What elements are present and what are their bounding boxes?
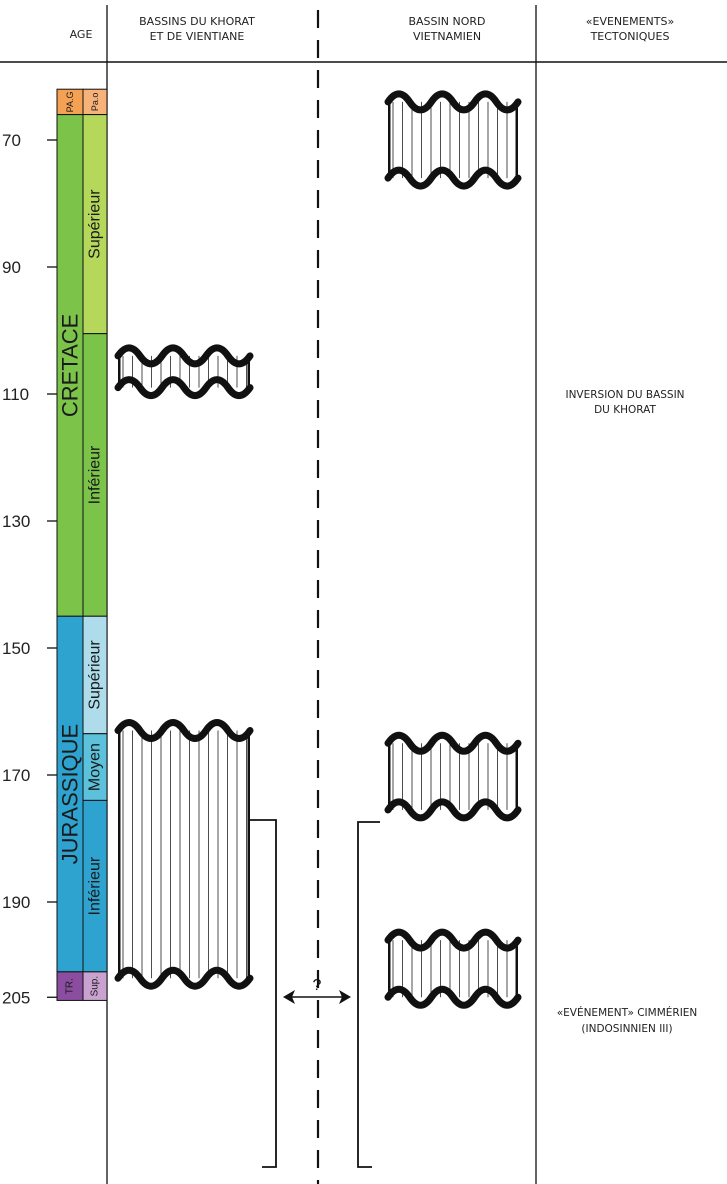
- unconformity-bottom: [114, 966, 254, 990]
- period-column: PA.G CRETACE JURASSIQUE TR.: [56, 88, 84, 1001]
- period-label: TR.: [65, 978, 76, 994]
- epoch-label: Sup.: [90, 976, 101, 997]
- epoch-label: Supérieur: [87, 189, 104, 259]
- event-inversion-line1: INVERSION DU BASSIN: [565, 389, 684, 401]
- event-inversion-line2: DU KHORAT: [594, 404, 656, 416]
- nord-gap-upper-cretaceous-unconformity: [384, 90, 522, 190]
- age-tick-label: 205: [2, 988, 30, 1007]
- epoch-band: [82, 88, 108, 116]
- unconformity-top: [114, 344, 254, 368]
- age-tick-label: 170: [2, 766, 30, 785]
- epoch-label: Moyen: [87, 743, 104, 791]
- epoch-column: Pa.o Supérieur Inférieur Supérieur Moyen Infé…: [82, 88, 108, 1001]
- gap-right-edge: [247, 730, 250, 979]
- header-khorat-line2: ET DE VIENTIANE: [150, 30, 245, 43]
- header-events-line2: TECTONIQUES: [590, 30, 670, 43]
- period-label: PA.G: [65, 91, 75, 112]
- khorat-gap-jurassic-unconformity: [114, 719, 254, 990]
- epoch-band: [82, 333, 108, 617]
- age-tick-label: 190: [2, 893, 30, 912]
- nord-gap-middle-jurassic-unconformity: [384, 731, 522, 822]
- unconformity-top: [114, 719, 254, 742]
- correlation-arrowhead-right: [339, 990, 351, 1004]
- gap-right-edge: [247, 355, 250, 388]
- age-tick-label: 110: [2, 385, 29, 404]
- khorat-correlation-bracket: [250, 819, 277, 1168]
- header-events-line1: «EVENEMENTS»: [586, 15, 674, 28]
- khorat-gap-cretaceous-unconformity: [114, 344, 254, 400]
- epoch-label: Inférieur: [87, 856, 104, 915]
- epoch-band: [82, 114, 108, 335]
- age-tick-label: 90: [2, 258, 21, 277]
- unconformity-top: [384, 928, 522, 952]
- header-khorat-line1: BASSINS DU KHORAT: [139, 15, 255, 28]
- gap-left-edge: [388, 101, 391, 179]
- header-nord-line1: BASSIN NORD: [408, 15, 485, 28]
- unconformity-top: [384, 731, 522, 755]
- khorat-gap-cretaceous: [118, 355, 250, 388]
- event-cimmerien-line2: (INDOSINNIEN III): [581, 1023, 672, 1035]
- age-tick-label: 150: [2, 639, 30, 658]
- epoch-label: Supérieur: [87, 640, 104, 710]
- epoch-band: [82, 799, 108, 973]
- unconformity-bottom: [114, 376, 254, 400]
- age-tick-label: 130: [2, 512, 30, 531]
- period-label: CRETACE: [58, 314, 83, 418]
- gap-left-edge: [118, 355, 121, 388]
- uncertain-marker: ?: [313, 977, 322, 994]
- unconformity-bottom: [384, 166, 522, 190]
- epoch-band: [82, 971, 108, 1001]
- period-band: [56, 971, 84, 1001]
- unconformity-bottom: [384, 798, 522, 822]
- gap-right-edge: [515, 743, 518, 810]
- gap-left-edge: [118, 730, 121, 979]
- period-label: JURASSIQUE: [58, 724, 83, 865]
- epoch-band: [82, 615, 108, 735]
- epoch-label: Pa.o: [90, 93, 100, 112]
- nord-correlation-bracket: [357, 821, 380, 1168]
- unconformity-bottom: [384, 985, 522, 1009]
- gap-left-edge: [388, 940, 391, 998]
- correlation-arrowhead-left: [283, 990, 295, 1004]
- gap-right-edge: [515, 940, 518, 998]
- age-tick-label: 70: [2, 131, 21, 150]
- event-cimmerien-line1: «EVÉNEMENT» CIMMÉRIEN: [557, 1006, 698, 1019]
- age-axis: 70 90 110 130 150 170 190 205: [2, 131, 57, 1007]
- gap-right-edge: [515, 101, 518, 179]
- header-nord-line2: VIETNAMIEN: [413, 30, 481, 43]
- nord-gap-triassic-jurassic-unconformity: [384, 928, 522, 1009]
- khorat-gap-jurassic: [118, 730, 250, 979]
- period-band: [56, 88, 84, 116]
- epoch-label: Inférieur: [87, 445, 104, 504]
- unconformity-top: [384, 90, 522, 114]
- header-age: AGE: [70, 28, 93, 41]
- gap-left-edge: [388, 743, 391, 810]
